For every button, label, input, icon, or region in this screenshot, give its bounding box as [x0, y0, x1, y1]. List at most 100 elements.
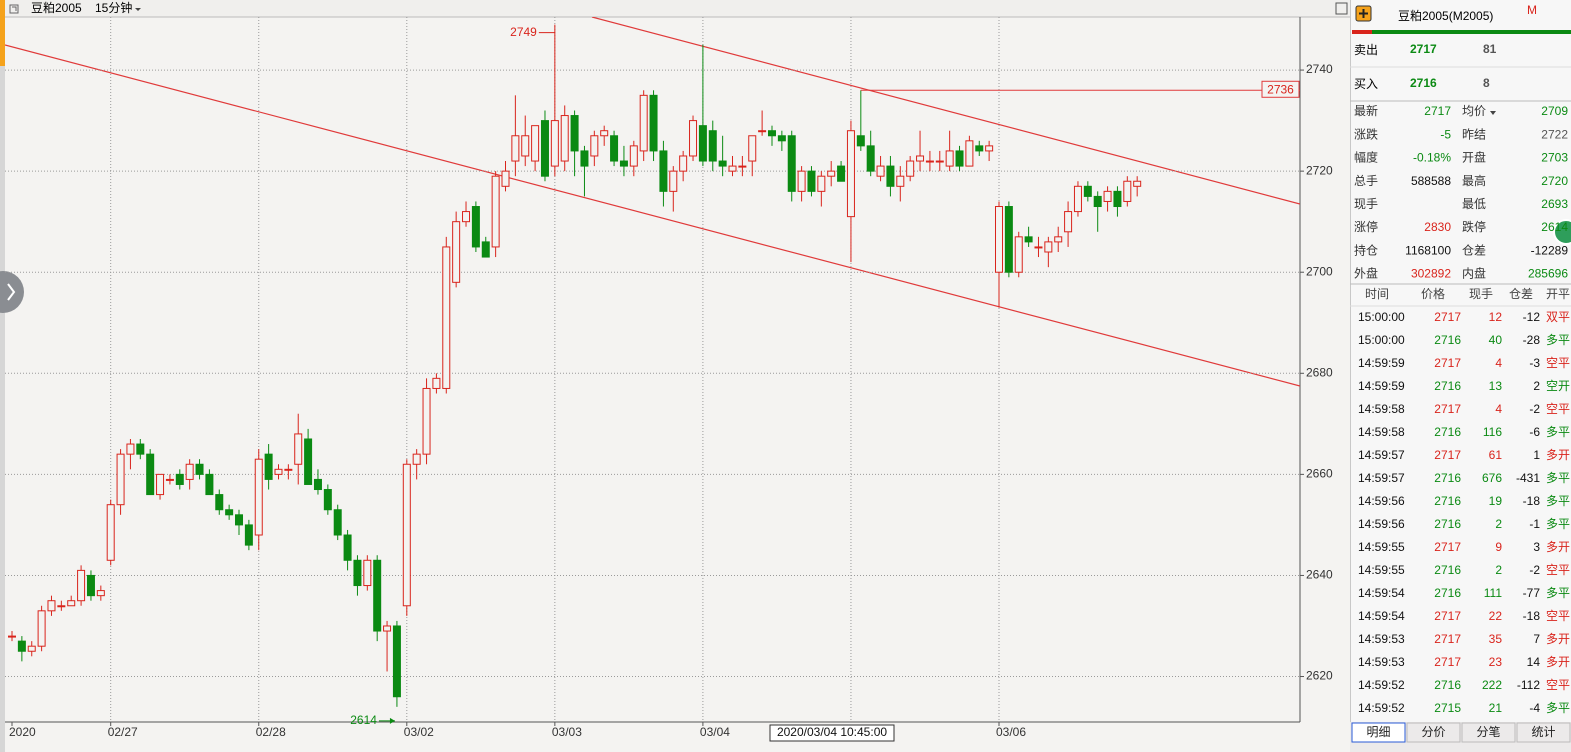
trade-cell: 14:59:56 [1358, 494, 1405, 508]
trade-header: 价格 [1421, 286, 1445, 301]
candle-body [244, 524, 253, 546]
candle-body [639, 94, 648, 152]
candle-body [333, 509, 342, 536]
candle-body [718, 160, 727, 167]
instrument-flag: M [1527, 3, 1537, 17]
trend-line [591, 17, 1300, 205]
trade-cell: 2716 [1434, 586, 1461, 600]
trade-cell: 2 [1495, 517, 1502, 531]
maximize-button[interactable] [1335, 2, 1348, 15]
candle-body [8, 635, 16, 638]
candle-body [748, 135, 757, 162]
candle-body [1093, 195, 1102, 208]
stat-label: 内盘 [1462, 266, 1486, 281]
candle-body [215, 494, 224, 511]
candle-body [570, 115, 579, 152]
trade-cell: 2717 [1434, 448, 1461, 462]
candle-body [254, 458, 263, 536]
candle-body [600, 130, 609, 137]
candle-body [580, 150, 589, 167]
stat-value: 2720 [1541, 174, 1568, 188]
candle-body [37, 610, 46, 647]
candle-body [975, 145, 984, 152]
tab-label[interactable]: 分价 [1421, 725, 1445, 739]
candle-body [511, 135, 520, 162]
stat-label: 最低 [1462, 197, 1486, 211]
trade-cell: 多开 [1546, 632, 1570, 646]
tab-label[interactable]: 分笔 [1476, 724, 1500, 739]
trade-cell: 222 [1482, 678, 1502, 692]
trade-cell: -6 [1529, 425, 1540, 439]
tab[interactable] [1461, 722, 1516, 743]
stat-value: 2693 [1541, 197, 1568, 211]
collapse-button[interactable] [0, 271, 24, 313]
candle-body [205, 473, 214, 496]
stat-label: 涨停 [1354, 219, 1378, 234]
candle-body [550, 120, 559, 167]
candle-body [540, 120, 549, 177]
trade-cell: 14 [1527, 655, 1541, 669]
candle-body [313, 478, 322, 491]
trade-cell: 空开 [1546, 379, 1570, 393]
ask-label: 卖出 [1354, 43, 1378, 57]
trade-cell: -431 [1516, 471, 1540, 485]
float-button[interactable] [1553, 219, 1571, 245]
candle-body [945, 150, 954, 167]
stat-label: 仓差 [1462, 243, 1486, 257]
trade-cell: 14:59:58 [1358, 425, 1405, 439]
tab-label[interactable]: 统计 [1531, 725, 1555, 739]
avg-dropdown[interactable] [1490, 111, 1496, 115]
tab[interactable] [1351, 722, 1406, 743]
trade-header: 仓差 [1509, 287, 1533, 301]
period-dropdown[interactable] [135, 8, 141, 11]
candle-body [689, 120, 698, 157]
tab[interactable] [1406, 722, 1461, 743]
trade-cell: 2716 [1434, 494, 1461, 508]
x-tick-label: 2020 [9, 725, 36, 739]
y-tick-label: 2620 [1306, 669, 1333, 683]
stat-label: 幅度 [1354, 150, 1378, 165]
tab-label[interactable]: 明细 [1366, 725, 1390, 739]
candle-body [728, 165, 737, 172]
tab[interactable] [1516, 722, 1571, 743]
candle-body [96, 590, 105, 597]
candle-body [156, 473, 165, 496]
trade-header: 时间 [1365, 287, 1389, 301]
y-tick-label: 2680 [1306, 365, 1333, 379]
candle-body [995, 206, 1003, 273]
candle-body [304, 438, 313, 485]
x-tick-label: 02/27 [108, 725, 138, 739]
trade-header: 开平 [1546, 287, 1570, 301]
crosshair-box [769, 724, 895, 742]
min-label: 2614 [350, 713, 377, 727]
trade-cell: 14:59:57 [1358, 448, 1405, 462]
trade-cell: 111 [1484, 586, 1503, 600]
trade-cell: 2717 [1434, 356, 1461, 370]
stat-label: 现手 [1354, 197, 1378, 211]
candle-body [965, 140, 974, 167]
toolbar-period[interactable]: 15分钟 [95, 0, 132, 15]
stat-value: 2709 [1541, 104, 1568, 118]
candle-body [758, 130, 767, 133]
toolbar-symbol[interactable]: 豆粕2005 [31, 0, 82, 15]
trade-cell: 多平 [1546, 425, 1570, 439]
stat-value: 2717 [1424, 104, 1451, 118]
candle-body [136, 443, 145, 455]
trade-cell: -112 [1517, 678, 1540, 692]
candle-body [1034, 246, 1043, 249]
trade-cell: 19 [1489, 494, 1503, 508]
trade-cell: -28 [1523, 333, 1541, 347]
trade-cell: 15:00:00 [1358, 333, 1405, 347]
ask-price: 2717 [1410, 42, 1437, 56]
candle-body [86, 574, 95, 597]
candle-body [323, 489, 332, 511]
trade-cell: 空平 [1546, 402, 1570, 416]
trade-cell: 2716 [1434, 471, 1461, 485]
trade-cell: 40 [1489, 333, 1503, 347]
trade-cell: 双平 [1546, 310, 1570, 324]
trade-cell: 14:59:53 [1358, 632, 1405, 646]
trade-cell: -18 [1523, 609, 1541, 623]
trade-cell: 676 [1482, 471, 1502, 485]
candle-body [462, 211, 471, 223]
